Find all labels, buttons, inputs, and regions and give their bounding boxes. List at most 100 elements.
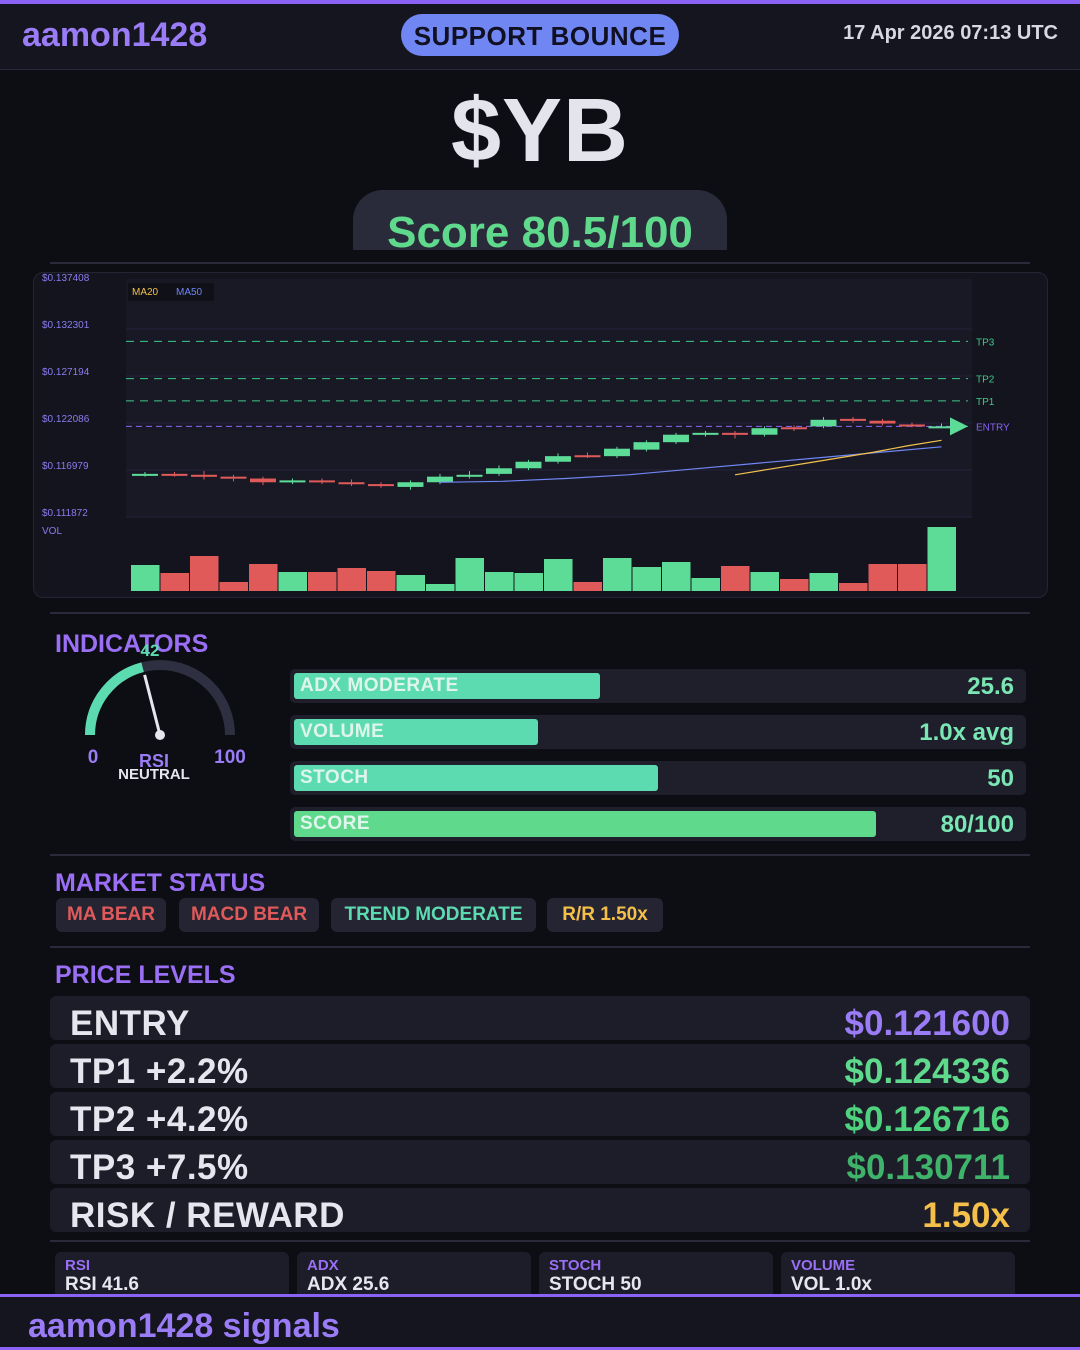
- level-label: TP2 +4.2%: [70, 1100, 249, 1139]
- gauge-max-label: 100: [214, 747, 246, 768]
- candle-body: [456, 474, 483, 477]
- candle-body: [279, 480, 306, 483]
- level-row-tp1: TP1 +2.2% $0.124336: [50, 1044, 1030, 1091]
- y-axis-label: $0.132301: [42, 320, 90, 331]
- indicators-title: INDICATORS: [55, 630, 209, 658]
- status-chip-trend: TREND MODERATE: [331, 898, 536, 932]
- level-label: RISK / REWARD: [70, 1196, 345, 1235]
- plot-area: [126, 279, 972, 517]
- volume-bar: [396, 575, 425, 591]
- divider: [50, 854, 1030, 856]
- level-price: $0.124336: [844, 1052, 1010, 1091]
- bar-label: VOLUME: [300, 721, 385, 742]
- candle-body: [545, 456, 571, 462]
- candle-body: [515, 461, 542, 469]
- entry-arrow-icon: [950, 417, 968, 436]
- bar-value: 50: [987, 765, 1014, 792]
- volume-bar: [603, 558, 632, 591]
- bar-fill: [294, 811, 877, 837]
- timestamp: 17 Apr 2026 07:13 UTC: [843, 22, 1058, 44]
- candle-body: [309, 480, 335, 483]
- level-label-tp1: TP1: [976, 397, 995, 408]
- bar-fill: [294, 719, 538, 745]
- candle-body: [368, 484, 394, 487]
- level-label-tp3: TP3: [976, 337, 995, 348]
- stat-card-adx: ADX ADX 25.6: [297, 1252, 531, 1296]
- volume-axis-label: VOL: [42, 526, 62, 537]
- legend-box: [128, 283, 214, 301]
- level-row-tp2: TP2 +4.2% $0.126716: [50, 1092, 1030, 1139]
- top-accent-line: [0, 0, 1080, 4]
- indicator-bar-stoch: STOCH 50: [290, 761, 1026, 795]
- candle-body: [604, 448, 630, 457]
- indicator-bar-score: SCORE 80/100: [290, 807, 1026, 841]
- candle-body: [427, 476, 453, 483]
- candle-body: [781, 427, 807, 430]
- level-row-risk-reward: RISK / REWARD 1.50x: [50, 1188, 1030, 1235]
- divider: [50, 262, 1030, 264]
- volume-bar: [662, 562, 691, 591]
- price-chart: $0.137408 $0.132301 $0.127194 $0.122086 $0.1…: [33, 272, 1048, 598]
- level-row-entry: ENTRY $0.121600: [50, 996, 1030, 1043]
- divider: [50, 946, 1030, 948]
- candle-body: [899, 424, 925, 427]
- volume-bar: [308, 572, 337, 591]
- stat-title: ADX: [307, 1257, 339, 1274]
- volume-bar: [249, 564, 278, 591]
- ma20-line: [734, 439, 942, 476]
- status-chip-rr: R/R 1.50x: [547, 898, 663, 932]
- candle-body: [663, 434, 689, 443]
- y-axis-label: $0.137408: [42, 273, 90, 284]
- volume-bar: [367, 571, 396, 591]
- candle-body: [191, 474, 217, 477]
- volume-bar: [809, 573, 838, 591]
- level-row-tp3: TP3 +7.5% $0.130711: [50, 1140, 1030, 1187]
- volume-bar: [190, 556, 219, 591]
- stat-card-volume: VOLUME VOL 1.0x: [781, 1252, 1015, 1296]
- volume-bar: [514, 573, 543, 591]
- stat-title: STOCH: [549, 1257, 602, 1274]
- candle-body: [161, 473, 188, 476]
- candle-body: [220, 476, 247, 479]
- y-axis-label: $0.116979: [42, 461, 89, 472]
- level-price: $0.130711: [846, 1148, 1010, 1187]
- gauge-rsi-state: NEUTRAL: [118, 766, 190, 783]
- bar-fill: [294, 765, 658, 791]
- candle-body: [928, 426, 955, 429]
- stat-card-rsi: RSI RSI 41.6: [55, 1252, 289, 1296]
- stat-value: RSI 41.6: [65, 1274, 139, 1295]
- gauge-hub: [155, 730, 165, 740]
- stat-value: ADX 25.6: [307, 1274, 390, 1295]
- candle-body: [840, 418, 866, 421]
- divider: [50, 1240, 1030, 1242]
- level-label: TP3 +7.5%: [70, 1148, 249, 1187]
- signal-type-badge: SUPPORT BOUNCE: [401, 14, 679, 56]
- gauge-fill: [85, 662, 144, 736]
- ticker-symbol: $YB: [450, 81, 630, 181]
- y-axis-label: $0.111872: [42, 508, 88, 519]
- level-label: ENTRY: [70, 1004, 190, 1043]
- volume-bar: [927, 527, 956, 591]
- volume-bar: [632, 567, 661, 591]
- bar-label: ADX MODERATE: [300, 675, 459, 696]
- level-label-tp2: TP2: [976, 375, 995, 386]
- rsi-gauge: 42 0 100 RSI NEUTRAL: [80, 640, 260, 790]
- volume-bar: [131, 565, 160, 591]
- candle-body: [486, 468, 512, 474]
- footer-bar: aamon1428 signals: [0, 1294, 1080, 1350]
- legend-ma20: MA20: [132, 287, 159, 298]
- volume-bar: [750, 572, 779, 591]
- stat-card-stoch: STOCH STOCH 50: [539, 1252, 773, 1296]
- volume-bar: [426, 584, 455, 591]
- rsi-gauge-value: 42: [141, 641, 160, 660]
- volume-bar: [219, 582, 248, 591]
- stat-title: VOLUME: [791, 1257, 856, 1274]
- status-chip-ma: MA BEAR: [56, 898, 166, 932]
- stat-value: VOL 1.0x: [791, 1274, 872, 1295]
- chart-canvas: $0.137408 $0.132301 $0.127194 $0.122086 $0.1…: [42, 273, 1010, 591]
- legend-ma50: MA50: [176, 287, 203, 298]
- market-status-title: MARKET STATUS: [55, 869, 266, 897]
- volume-bar: [544, 559, 573, 591]
- level-price: $0.121600: [844, 1004, 1010, 1043]
- bar-label: STOCH: [300, 767, 369, 788]
